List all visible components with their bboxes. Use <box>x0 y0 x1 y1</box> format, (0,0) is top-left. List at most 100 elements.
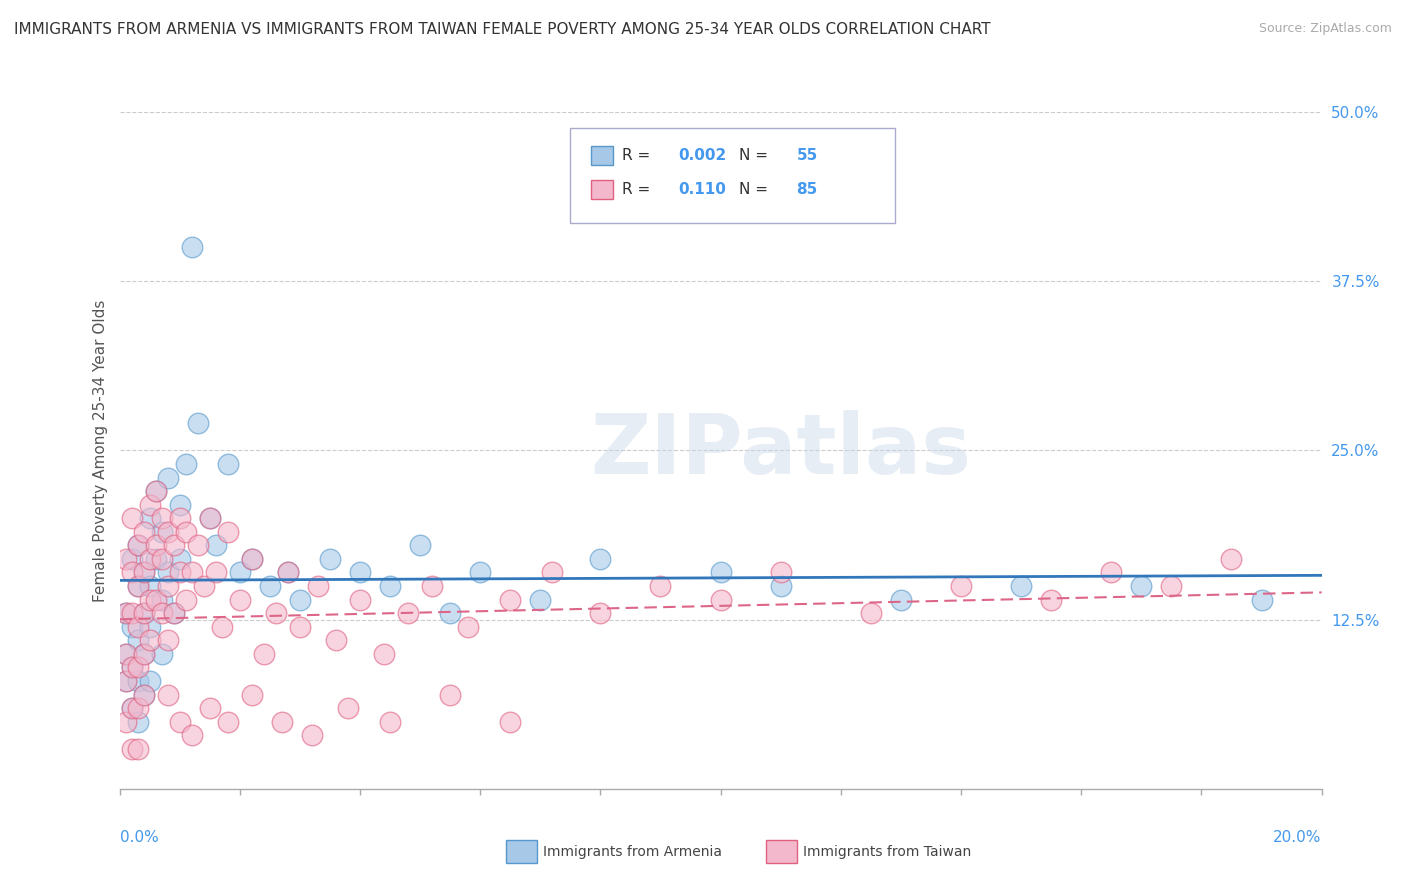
Point <box>499 592 522 607</box>
Text: R =: R = <box>623 182 655 197</box>
Point <box>217 714 239 729</box>
Point <box>193 579 215 593</box>
Point <box>288 620 311 634</box>
Point <box>187 417 209 431</box>
Point <box>156 566 179 580</box>
Point <box>127 538 149 552</box>
FancyBboxPatch shape <box>571 128 894 223</box>
Point <box>859 606 882 620</box>
Point <box>228 566 252 580</box>
Point <box>174 524 197 539</box>
Y-axis label: Female Poverty Among 25-34 Year Olds: Female Poverty Among 25-34 Year Olds <box>93 300 108 601</box>
Point <box>204 566 226 580</box>
Point <box>156 688 179 702</box>
Point <box>132 566 155 580</box>
Point <box>114 606 136 620</box>
Point <box>529 592 551 607</box>
Point <box>114 673 136 688</box>
Point <box>162 606 184 620</box>
Point <box>1040 592 1063 607</box>
Point <box>499 714 522 729</box>
Text: R =: R = <box>623 148 655 163</box>
Text: Immigrants from Armenia: Immigrants from Armenia <box>543 845 721 859</box>
Point <box>169 714 191 729</box>
Point <box>264 606 287 620</box>
Point <box>127 579 149 593</box>
Point <box>132 647 155 661</box>
Point <box>132 688 155 702</box>
Point <box>150 606 173 620</box>
Point <box>145 538 167 552</box>
Point <box>180 566 202 580</box>
Point <box>169 511 191 525</box>
Point <box>127 673 149 688</box>
Point <box>114 606 136 620</box>
Point <box>132 606 155 620</box>
Point <box>169 566 191 580</box>
Point <box>127 714 149 729</box>
Point <box>709 566 731 580</box>
Point <box>277 566 299 580</box>
Point <box>150 647 173 661</box>
Point <box>198 511 221 525</box>
Text: ZIPatlas: ZIPatlas <box>591 410 972 491</box>
Point <box>373 647 395 661</box>
Point <box>288 592 311 607</box>
Text: 55: 55 <box>797 148 818 163</box>
Point <box>121 660 143 674</box>
Point <box>1250 592 1272 607</box>
Point <box>468 566 492 580</box>
Point <box>169 552 191 566</box>
Point <box>162 538 184 552</box>
Point <box>1130 579 1153 593</box>
Point <box>217 457 239 471</box>
Point <box>156 633 179 648</box>
Point <box>336 701 359 715</box>
Point <box>253 647 276 661</box>
Point <box>180 240 202 254</box>
Point <box>198 701 221 715</box>
Point <box>1099 566 1122 580</box>
Point <box>156 579 179 593</box>
Point <box>145 484 167 499</box>
Point <box>138 620 160 634</box>
Point <box>114 647 136 661</box>
Point <box>589 552 612 566</box>
Point <box>127 633 149 648</box>
Point <box>950 579 973 593</box>
Point <box>270 714 292 729</box>
Point <box>127 538 149 552</box>
Point <box>150 524 173 539</box>
Point <box>132 647 155 661</box>
Point <box>127 741 149 756</box>
Text: 0.002: 0.002 <box>679 148 727 163</box>
Point <box>174 592 197 607</box>
Text: 0.110: 0.110 <box>679 182 727 197</box>
Point <box>409 538 432 552</box>
Point <box>121 701 143 715</box>
Point <box>277 566 299 580</box>
Point <box>162 606 184 620</box>
Point <box>709 592 731 607</box>
Point <box>211 620 233 634</box>
Point <box>121 741 143 756</box>
Point <box>240 688 263 702</box>
Point <box>121 511 143 525</box>
Point <box>121 620 143 634</box>
Point <box>121 552 143 566</box>
Text: 0.0%: 0.0% <box>120 830 159 845</box>
Point <box>439 688 461 702</box>
Point <box>349 566 371 580</box>
Point <box>114 673 136 688</box>
Point <box>396 606 419 620</box>
Point <box>349 592 371 607</box>
Point <box>150 552 173 566</box>
Text: Immigrants from Taiwan: Immigrants from Taiwan <box>803 845 972 859</box>
Text: IMMIGRANTS FROM ARMENIA VS IMMIGRANTS FROM TAIWAN FEMALE POVERTY AMONG 25-34 YEA: IMMIGRANTS FROM ARMENIA VS IMMIGRANTS FR… <box>14 22 991 37</box>
Point <box>769 566 792 580</box>
Point <box>121 660 143 674</box>
Bar <box>591 146 613 165</box>
Point <box>378 714 401 729</box>
Bar <box>591 180 613 199</box>
Point <box>127 620 149 634</box>
